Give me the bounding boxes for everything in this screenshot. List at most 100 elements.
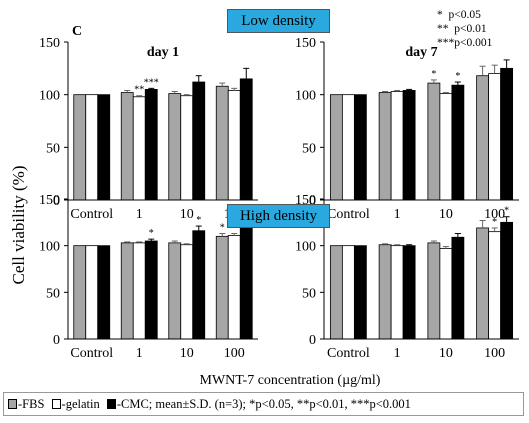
- bar-gelatin-10: [439, 248, 453, 340]
- bar-cmc-Control: [353, 94, 367, 201]
- significance-mark: *: [196, 215, 201, 226]
- significance-key-line-2: ** p<0.01: [437, 23, 487, 35]
- bar-cmc-Control: [97, 94, 111, 201]
- panel-title: day 1: [147, 45, 179, 60]
- bar-gelatin-Control: [85, 94, 99, 201]
- x-tick-label: 1: [394, 346, 401, 361]
- x-tick-label: 100: [224, 346, 245, 361]
- panel-letter: C: [72, 24, 82, 39]
- fbs-label: -FBS: [18, 397, 45, 411]
- bar-fbs-10: [168, 93, 182, 201]
- significance-mark: **: [134, 85, 144, 96]
- bar-fbs-10: [427, 82, 441, 201]
- bar-fbs-Control: [329, 94, 343, 201]
- high-density-banner: High density: [227, 204, 330, 228]
- x-tick-label: 1: [136, 207, 143, 222]
- y-tick-label: 50: [46, 141, 60, 156]
- panel-title: day 7: [405, 45, 437, 60]
- bar-gelatin-Control: [341, 94, 355, 201]
- significance-mark: *: [220, 223, 225, 234]
- fbs-swatch: [8, 399, 17, 409]
- figure-canvas: C Cell viability (%) MWNT-7 concentratio…: [9, 24, 519, 388]
- bar-cmc-100: [239, 78, 253, 201]
- bar-gelatin-Control: [341, 245, 355, 340]
- cmc-swatch: [106, 399, 116, 409]
- y-tick-label: 0: [53, 333, 60, 348]
- significance-mark: *: [149, 228, 154, 239]
- y-axis-label: Cell viability (%): [9, 166, 28, 285]
- x-tick-label: Control: [327, 346, 370, 361]
- bar-gelatin-10: [180, 95, 194, 201]
- bar-gelatin-100: [227, 90, 241, 201]
- bar-cmc-1: [144, 89, 158, 201]
- bar-fbs-Control: [73, 245, 87, 340]
- y-tick-label: 50: [302, 141, 316, 156]
- bar-gelatin-100: [488, 73, 502, 201]
- bar-gelatin-10: [439, 93, 453, 201]
- bar-fbs-100: [476, 75, 490, 201]
- bar-fbs-1: [378, 92, 392, 201]
- bar-fbs-1: [120, 242, 134, 340]
- significance-key-line-3: ***p<0.001: [437, 37, 493, 49]
- bar-cmc-100: [239, 224, 253, 340]
- chart-panel-2: 0 50 100 150 day 7 Control 1 * * 10 100: [295, 36, 519, 222]
- x-tick-label: Control: [327, 207, 370, 222]
- y-tick-label: 100: [39, 89, 60, 104]
- bar-cmc-Control: [97, 245, 111, 340]
- significance-mark: *: [431, 69, 436, 80]
- x-tick-label: 100: [484, 346, 505, 361]
- bar-cmc-1: [402, 90, 416, 201]
- bar-cmc-100: [500, 67, 514, 201]
- significance-mark: ***: [144, 77, 159, 88]
- y-tick-label: 0: [309, 194, 316, 209]
- bar-fbs-10: [427, 242, 441, 340]
- bar-fbs-Control: [73, 94, 87, 201]
- x-tick-label: 1: [394, 207, 401, 222]
- x-tick-label: Control: [70, 207, 113, 222]
- y-tick-label: 100: [295, 89, 316, 104]
- bar-gelatin-100: [488, 231, 502, 340]
- y-tick-label: 100: [295, 240, 316, 255]
- significance-mark: *: [492, 217, 497, 228]
- bar-fbs-100: [215, 235, 229, 340]
- x-tick-label: 10: [439, 346, 453, 361]
- significance-mark: *: [504, 206, 509, 217]
- low-density-banner: Low density: [227, 9, 330, 33]
- significance-mark: *: [455, 71, 460, 82]
- bar-cmc-100: [500, 221, 514, 340]
- bar-gelatin-1: [132, 96, 146, 201]
- bar-gelatin-1: [390, 91, 404, 201]
- x-tick-label: 10: [180, 346, 194, 361]
- y-tick-label: 100: [39, 240, 60, 255]
- x-tick-label: Control: [70, 346, 113, 361]
- bar-cmc-1: [144, 240, 158, 340]
- bar-gelatin-Control: [85, 245, 99, 340]
- y-tick-label: 50: [302, 286, 316, 301]
- bar-cmc-10: [192, 81, 206, 201]
- y-tick-label: 150: [39, 193, 60, 208]
- cmc-label: -CMC; mean±S.D. (n=3); *p<0.05, **p<0.01…: [116, 397, 411, 411]
- bar-gelatin-1: [132, 242, 146, 340]
- bar-fbs-Control: [329, 245, 343, 340]
- bar-fbs-100: [215, 85, 229, 201]
- bar-cmc-10: [451, 236, 465, 340]
- x-tick-label: 100: [484, 207, 505, 222]
- gelatin-swatch: [51, 399, 61, 409]
- bar-gelatin-100: [227, 234, 241, 340]
- bar-cmc-10: [451, 84, 465, 201]
- x-tick-label: 10: [439, 207, 453, 222]
- significance-key-line-1: * p<0.05: [437, 9, 481, 21]
- bar-cmc-10: [192, 230, 206, 340]
- legend-footer: -FBS -gelatin -CMC; mean±S.D. (n=3); *p<…: [3, 392, 524, 416]
- x-axis-label: MWNT-7 concentration (µg/ml): [200, 373, 381, 388]
- bar-cmc-Control: [353, 245, 367, 340]
- y-tick-label: 50: [46, 286, 60, 301]
- y-tick-label: 0: [53, 194, 60, 209]
- y-tick-label: 150: [39, 36, 60, 51]
- bar-fbs-1: [120, 92, 134, 201]
- bar-gelatin-10: [180, 244, 194, 340]
- y-tick-label: 0: [309, 333, 316, 348]
- x-tick-label: 1: [136, 346, 143, 361]
